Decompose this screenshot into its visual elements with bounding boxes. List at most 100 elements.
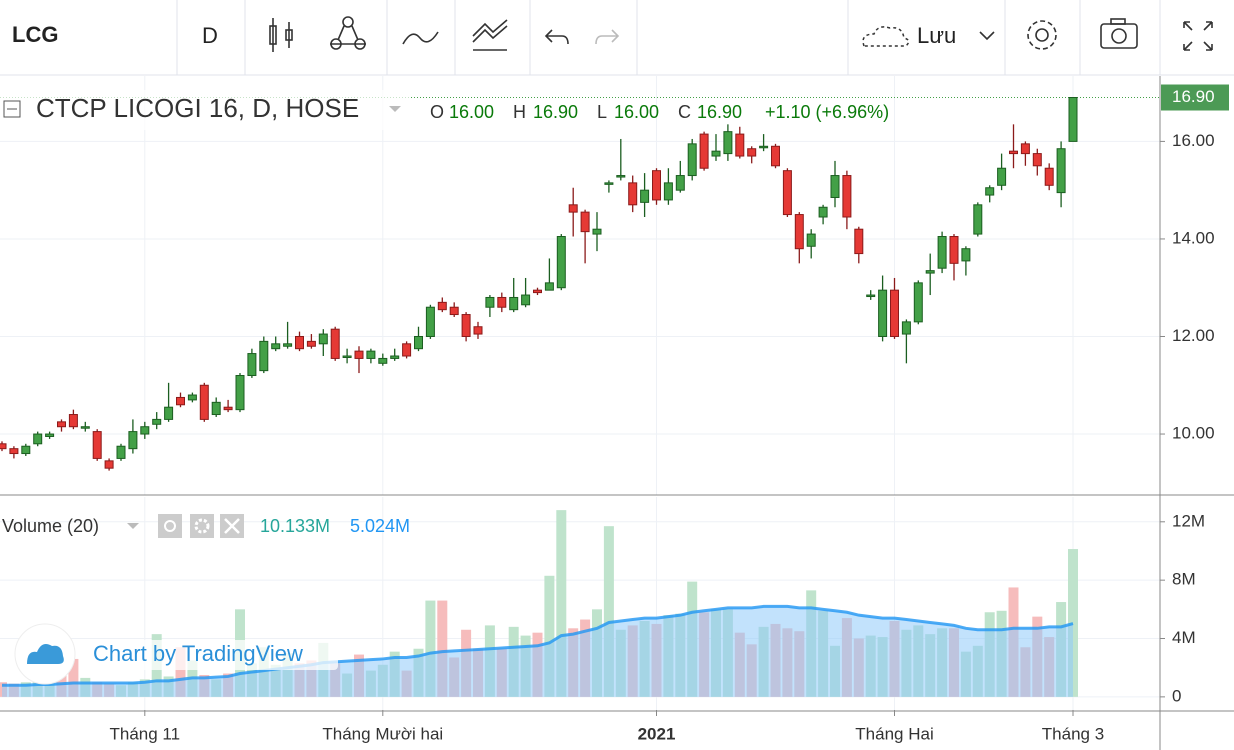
candle-body xyxy=(342,355,352,358)
cloud-icon[interactable] xyxy=(862,26,910,47)
candle-body xyxy=(295,335,304,350)
candle-body xyxy=(223,406,233,411)
candle-body xyxy=(259,340,269,372)
candle-body xyxy=(782,170,792,216)
candle-body xyxy=(140,426,150,435)
candle-body xyxy=(759,145,769,149)
candle-body xyxy=(271,343,281,350)
candle-body xyxy=(568,204,578,213)
x-tick-label: Tháng 3 xyxy=(1042,724,1104,743)
candle-body xyxy=(961,248,971,262)
candle-body xyxy=(283,343,293,347)
volume-bar xyxy=(556,510,567,697)
last-price-label: 16.90 xyxy=(1172,87,1215,106)
candle-body xyxy=(509,296,519,311)
y-tick-label: 12.00 xyxy=(1172,326,1215,345)
close-label: C xyxy=(678,102,691,122)
candle-body xyxy=(556,236,566,289)
volume-dropdown[interactable] xyxy=(127,523,139,529)
candle-body xyxy=(1032,153,1042,167)
candle-body xyxy=(461,314,471,337)
candle-body xyxy=(866,294,876,298)
candle-body xyxy=(1056,148,1066,194)
title-dropdown[interactable] xyxy=(389,106,401,112)
undo-icon[interactable] xyxy=(544,29,569,45)
settings-button[interactable] xyxy=(190,514,214,538)
fullscreen-icon[interactable] xyxy=(1183,21,1213,51)
candle-body xyxy=(1009,150,1018,155)
candle-body xyxy=(616,175,626,178)
candle-body xyxy=(699,133,709,169)
candle-body xyxy=(913,282,923,323)
x-tick-label: 2021 xyxy=(638,724,676,743)
candle-icon[interactable] xyxy=(269,18,293,52)
candle-body xyxy=(925,270,935,274)
plot: Tháng 11 Tháng Mười hai 2021 Tháng Hai Tháng… xyxy=(0,76,1215,743)
candle-body xyxy=(473,326,483,335)
x-tick-label: Tháng Hai xyxy=(855,724,933,743)
line-icon[interactable] xyxy=(402,31,439,45)
interval[interactable]: D xyxy=(202,23,218,48)
volume-ma-line xyxy=(2,604,1074,687)
candle-body xyxy=(449,306,459,316)
candle-body xyxy=(747,148,757,157)
last-price-tag xyxy=(1161,84,1229,111)
candle-body xyxy=(164,406,174,420)
save-button[interactable]: Lưu xyxy=(917,23,956,48)
volume-bar xyxy=(1068,549,1078,697)
candle-body xyxy=(580,211,590,233)
change-value: +1.10 (+6.96%) xyxy=(765,102,889,122)
snapshot-icon[interactable] xyxy=(1100,18,1138,49)
y-tick-label: 0 xyxy=(1172,686,1181,705)
candle-body xyxy=(628,182,638,206)
legend-bg xyxy=(0,90,410,130)
candle-body xyxy=(21,445,31,455)
candle-body xyxy=(652,170,661,201)
volume-bar xyxy=(68,658,79,697)
redo-icon[interactable] xyxy=(595,29,620,45)
candle-body xyxy=(425,306,435,337)
candle-body xyxy=(687,143,697,177)
watermark[interactable]: Chart by TradingView xyxy=(93,641,303,666)
indicator-icon[interactable] xyxy=(330,16,366,50)
low-label: L xyxy=(597,102,607,122)
candle-body xyxy=(830,175,840,198)
x-glyph xyxy=(224,518,240,534)
candle-body xyxy=(330,328,340,359)
candle-body xyxy=(306,340,316,347)
candle-body xyxy=(675,175,685,191)
x-tick-label: Tháng Mười hai xyxy=(322,724,443,743)
visibility-button[interactable] xyxy=(158,514,182,538)
volume-ma: 5.024M xyxy=(350,516,410,536)
candle-body xyxy=(45,433,55,437)
gear-glyph xyxy=(194,518,210,534)
candle-body xyxy=(901,321,911,335)
chart-title: CTCP LICOGI 16, D, HOSE xyxy=(36,93,359,123)
y-tick-label: 10.00 xyxy=(1172,424,1215,443)
candle-body xyxy=(0,443,7,450)
candle-body xyxy=(544,282,554,291)
volume-last: 10.133M xyxy=(260,516,330,536)
collapse-button[interactable] xyxy=(3,100,21,118)
watermark-logo xyxy=(27,644,64,664)
save-dropdown[interactable] xyxy=(979,31,995,41)
compare-icon[interactable] xyxy=(472,19,508,51)
open-value: 16.00 xyxy=(449,102,494,122)
settings-icon[interactable] xyxy=(1027,20,1057,50)
candle-body xyxy=(128,431,138,450)
candle-body xyxy=(1020,143,1030,155)
candle-body xyxy=(247,353,257,377)
volume-bar xyxy=(544,575,555,697)
candle-body xyxy=(842,175,852,218)
volume-bar xyxy=(437,600,448,697)
x-tick-label: Tháng 11 xyxy=(110,724,181,743)
candle-body xyxy=(604,182,614,185)
candle-body xyxy=(57,421,66,428)
close-value: 16.90 xyxy=(697,102,742,122)
symbol[interactable]: LCG xyxy=(12,22,58,47)
high-value: 16.90 xyxy=(533,102,578,122)
candle-body xyxy=(497,296,507,308)
candle-body xyxy=(485,296,495,308)
y-tick-label: 14.00 xyxy=(1172,228,1215,247)
candle-body xyxy=(92,431,102,459)
